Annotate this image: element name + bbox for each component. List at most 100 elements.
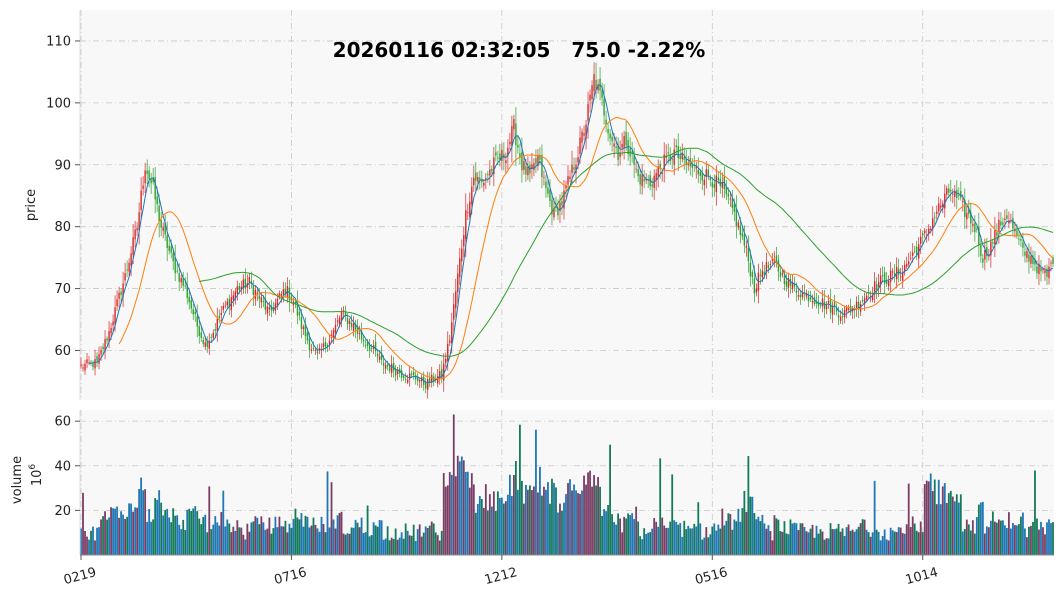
candle-body xyxy=(100,349,102,355)
candle-body xyxy=(1018,238,1020,240)
volume-bar xyxy=(817,533,820,555)
candle-body xyxy=(575,164,577,174)
volume-bar xyxy=(719,528,722,555)
volume-bar xyxy=(268,517,271,555)
volume-bar xyxy=(504,501,507,555)
candle-body xyxy=(835,308,838,312)
volume-bar xyxy=(94,540,96,555)
candle-body xyxy=(717,177,720,181)
candle-body xyxy=(679,155,681,160)
volume-bar xyxy=(673,520,676,555)
candle-body xyxy=(801,291,804,298)
volume-bar xyxy=(869,536,872,555)
candle-body xyxy=(318,348,321,351)
candle-body xyxy=(537,155,539,167)
candle-body xyxy=(745,245,748,248)
volume-bar xyxy=(1042,527,1044,555)
volume-bar xyxy=(783,521,786,555)
volume-bar xyxy=(735,521,738,555)
volume-bar xyxy=(412,524,415,555)
candle-body xyxy=(573,167,575,170)
candle-body xyxy=(677,146,679,159)
volume-bar xyxy=(747,456,750,555)
candle-body xyxy=(743,234,746,246)
volume-bar xyxy=(585,484,587,555)
volume-bar xyxy=(751,496,754,555)
volume-bar xyxy=(218,525,221,555)
volume-bar xyxy=(659,458,662,555)
volume-bar xyxy=(995,522,998,555)
volume-bar xyxy=(414,540,417,555)
volume-bar xyxy=(216,522,219,555)
volume-bar xyxy=(961,531,964,555)
volume-bar xyxy=(981,501,984,555)
volume-bar xyxy=(454,476,457,555)
candle-body xyxy=(920,236,922,244)
candle-body xyxy=(938,203,940,212)
volume-bar xyxy=(887,540,890,555)
candle-body xyxy=(936,211,938,214)
candle-body xyxy=(601,90,603,98)
volume-bar xyxy=(639,536,642,555)
candle-body xyxy=(543,177,545,178)
candle-body xyxy=(565,185,567,189)
candle-body xyxy=(202,339,204,344)
candle-body xyxy=(569,176,571,180)
candle-body xyxy=(404,378,407,380)
candle-body xyxy=(531,164,533,170)
candle-body xyxy=(110,328,112,334)
candle-body xyxy=(509,141,511,145)
volume-bar xyxy=(510,496,513,555)
candle-body xyxy=(535,158,537,164)
volume-bar xyxy=(322,524,325,555)
candle-body xyxy=(226,301,229,306)
candle-body xyxy=(366,341,369,347)
candle-body xyxy=(811,300,814,303)
candle-body xyxy=(172,252,174,262)
volume-bar xyxy=(244,539,247,555)
volume-bar xyxy=(965,519,968,555)
volume-bar xyxy=(458,461,461,555)
volume-bar xyxy=(508,474,511,555)
volume-bar xyxy=(723,525,726,555)
volume-bar xyxy=(901,533,904,555)
volume-bar xyxy=(184,529,187,555)
volume-bar xyxy=(118,517,120,555)
volume-bar xyxy=(154,498,157,555)
volume-bar xyxy=(785,533,788,555)
candle-body xyxy=(284,289,287,294)
candle-body xyxy=(557,208,559,216)
volume-bar xyxy=(925,480,928,555)
candle-body xyxy=(296,302,299,316)
candle-body xyxy=(849,305,852,313)
candle-body xyxy=(1042,269,1044,271)
candle-body xyxy=(990,241,992,256)
candle-body xyxy=(258,295,261,300)
candle-body xyxy=(555,206,557,208)
volume-bar xyxy=(398,537,401,555)
candle-body xyxy=(406,379,409,383)
volume-bar xyxy=(294,508,297,555)
candle-body xyxy=(809,297,812,300)
volume-bar xyxy=(472,484,475,555)
volume-bar xyxy=(1040,521,1042,555)
volume-bar xyxy=(919,521,922,555)
candle-body xyxy=(833,301,836,307)
volume-bar xyxy=(402,538,405,555)
candle-body xyxy=(859,303,862,312)
volume-bar xyxy=(913,523,916,555)
volume-bar xyxy=(833,529,836,555)
volume-bar xyxy=(619,518,622,555)
volume-bar xyxy=(953,501,956,555)
candle-body xyxy=(322,343,325,347)
candle-body xyxy=(946,188,948,195)
candle-body xyxy=(735,208,738,226)
candle-body xyxy=(960,190,962,198)
candle-body xyxy=(841,315,844,318)
candle-body xyxy=(781,273,784,275)
candle-body xyxy=(559,202,561,212)
volume-bar xyxy=(809,528,812,555)
volume-bar xyxy=(1010,528,1012,555)
candle-body xyxy=(170,246,172,253)
volume-bar xyxy=(422,532,425,555)
